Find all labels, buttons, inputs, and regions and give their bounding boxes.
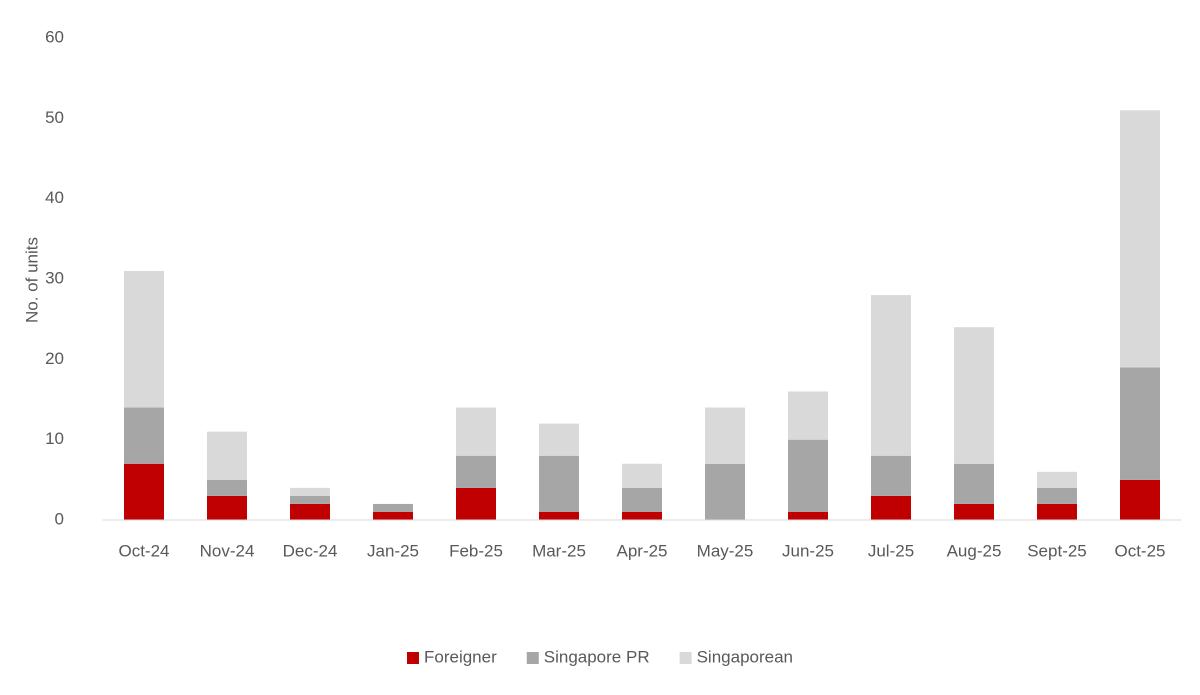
y-tick-label: 60: [45, 27, 64, 46]
bar-segment: [788, 391, 828, 440]
y-tick-label: 40: [45, 188, 64, 207]
bar-segment: [871, 295, 911, 456]
x-tick-label: May-25: [697, 541, 754, 560]
x-tick-label: Feb-25: [449, 541, 503, 560]
bar-segment: [788, 439, 828, 512]
bar-segment: [1120, 110, 1160, 368]
x-tick-label: Jul-25: [868, 541, 914, 560]
legend-label: Singapore PR: [544, 647, 650, 666]
bar-segment: [1120, 367, 1160, 480]
bar-segment: [705, 407, 745, 464]
bar-segment: [207, 431, 247, 480]
bar-segment: [622, 463, 662, 488]
legend-label: Singaporean: [697, 647, 793, 666]
x-tick-label: Oct-25: [1114, 541, 1165, 560]
bar-segment: [954, 463, 994, 504]
bar-segment: [456, 407, 496, 456]
bar-segment: [290, 495, 330, 504]
legend-swatch: [406, 652, 419, 664]
x-tick-label: Jan-25: [367, 541, 419, 560]
y-tick-label: 50: [45, 108, 64, 127]
y-tick-label: 0: [55, 509, 64, 528]
legend-swatch: [679, 652, 692, 664]
bar-segment: [124, 463, 164, 520]
bar-segment: [456, 455, 496, 488]
bar-segment: [954, 503, 994, 520]
bar-segment: [373, 511, 413, 520]
bar-segment: [1037, 471, 1077, 488]
bar-segment: [539, 511, 579, 520]
bar-segment: [539, 455, 579, 512]
bar-segment: [871, 495, 911, 520]
bar-segment: [622, 511, 662, 520]
bar-segment: [705, 463, 745, 520]
x-tick-label: Apr-25: [616, 541, 667, 560]
bar-segment: [954, 327, 994, 464]
bar-segment: [207, 495, 247, 520]
bar-segment: [622, 487, 662, 512]
legend-label: Foreigner: [424, 647, 497, 666]
x-tick-label: Oct-24: [118, 541, 169, 560]
legend: Foreigner Singapore PR Singaporean: [406, 647, 793, 666]
bar-segment: [1037, 487, 1077, 504]
bar-segment: [1120, 479, 1160, 520]
y-axis-title: No. of units: [22, 237, 41, 323]
x-tick-label: Nov-24: [200, 541, 255, 560]
bar-segment: [290, 503, 330, 520]
x-tick-label: Jun-25: [782, 541, 834, 560]
y-tick-label: 30: [45, 268, 64, 287]
x-tick-label: Aug-25: [947, 541, 1002, 560]
bar-segment: [124, 407, 164, 464]
bar-segment: [539, 423, 579, 456]
bar-segment: [1037, 503, 1077, 520]
bar-segment: [207, 479, 247, 496]
bar-segment: [788, 511, 828, 520]
x-tick-label: Sept-25: [1027, 541, 1087, 560]
x-tick-label: Mar-25: [532, 541, 586, 560]
bar-segment: [124, 270, 164, 408]
y-tick-label: 10: [45, 429, 64, 448]
legend-swatch: [526, 652, 539, 664]
bar-segment: [290, 487, 330, 496]
bar-segment: [871, 455, 911, 496]
y-tick-label: 20: [45, 349, 64, 368]
x-tick-label: Dec-24: [283, 541, 338, 560]
bar-segment: [373, 503, 413, 512]
bar-segment: [456, 487, 496, 520]
